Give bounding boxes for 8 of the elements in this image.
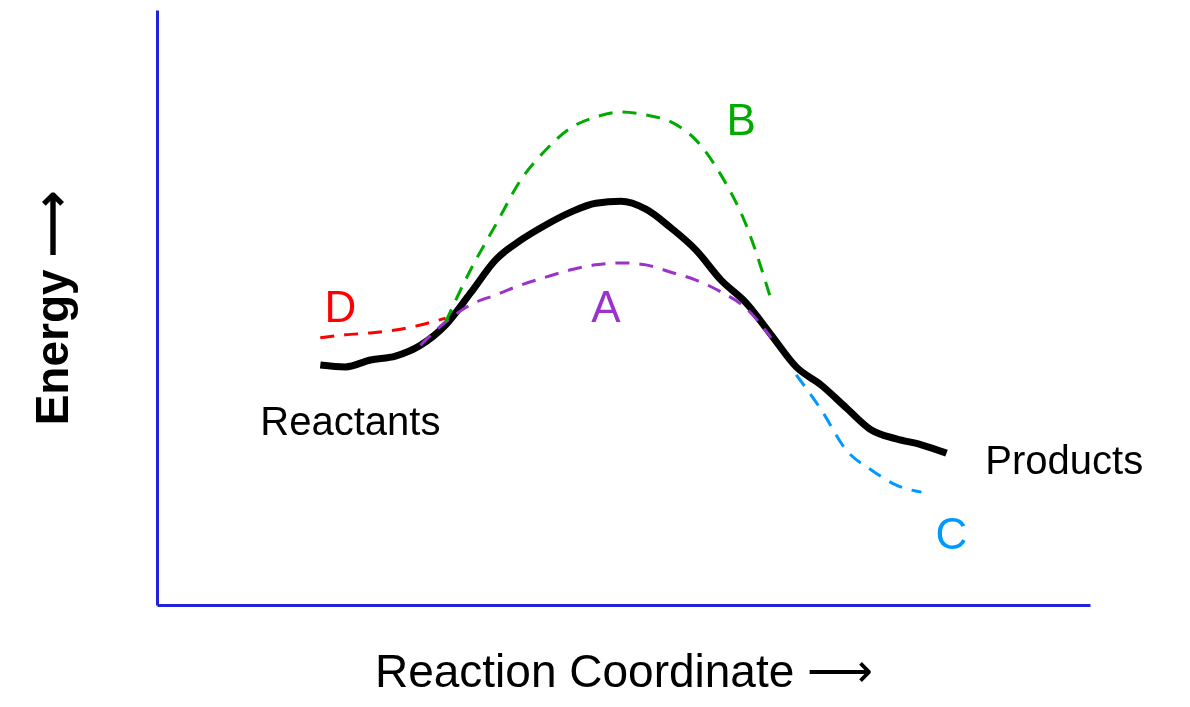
series-label: B (726, 94, 756, 144)
annotation: Products (985, 438, 1144, 483)
series-label: A (591, 282, 622, 332)
series-label: D (324, 282, 357, 332)
y-axis-title: Energy ⟶ (25, 190, 78, 426)
annotation: Reactants (260, 398, 441, 443)
x-axis-title: Reaction Coordinate ⟶ (374, 644, 874, 697)
series-label: C (935, 508, 968, 558)
